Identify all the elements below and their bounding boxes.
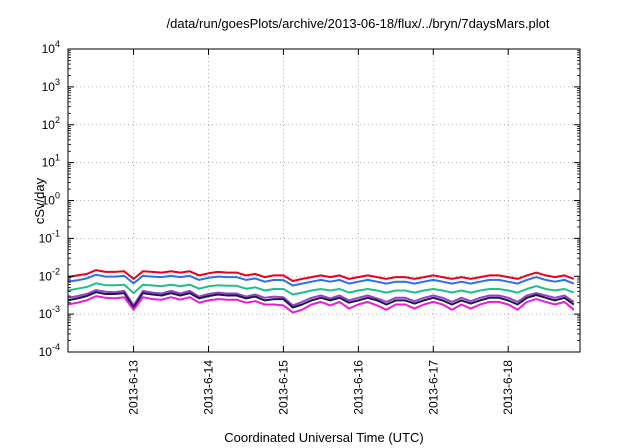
x-axis-label: Coordinated Universal Time (UTC) xyxy=(224,430,423,445)
y-tick-exponent: 0 xyxy=(55,191,60,201)
y-tick-label: 10-3 xyxy=(39,304,60,321)
y-tick-exponent: -2 xyxy=(52,266,60,276)
y-tick-base: 10 xyxy=(39,231,53,245)
series-line xyxy=(67,289,575,307)
series-line xyxy=(67,269,575,282)
series-line xyxy=(67,295,575,314)
x-tick-label: 2013-6-15 xyxy=(276,360,290,415)
y-tick-label: 10-2 xyxy=(39,266,60,283)
y-tick-base: 10 xyxy=(39,345,53,359)
y-axis-label: cSv/day xyxy=(32,177,47,224)
x-tick-label: 2013-6-17 xyxy=(426,360,440,415)
y-tick-exponent: 4 xyxy=(55,39,60,49)
y-tick-label: 102 xyxy=(42,115,60,132)
y-tick-exponent: 3 xyxy=(55,77,60,87)
ticks: 10410310210110010-110-210-310-42013-6-13… xyxy=(39,39,580,415)
y-tick-base: 10 xyxy=(42,118,56,132)
y-tick-exponent: -1 xyxy=(52,228,60,238)
y-tick-exponent: 1 xyxy=(55,153,60,163)
grid xyxy=(68,49,580,352)
y-tick-label: 103 xyxy=(42,77,60,94)
y-tick-base: 10 xyxy=(42,156,56,170)
series-group xyxy=(67,269,575,314)
y-tick-label: 104 xyxy=(42,39,60,56)
series-line xyxy=(67,273,575,287)
y-tick-base: 10 xyxy=(42,42,56,56)
y-tick-base: 10 xyxy=(39,269,53,283)
series-line xyxy=(67,291,575,309)
x-tick-label: 2013-6-13 xyxy=(127,360,141,415)
y-tick-label: 10-4 xyxy=(39,342,60,359)
y-tick-label: 10-1 xyxy=(39,228,60,245)
y-tick-exponent: -4 xyxy=(52,342,60,352)
series-line xyxy=(67,282,575,296)
y-tick-exponent: -3 xyxy=(52,304,60,314)
x-tick-label: 2013-6-18 xyxy=(501,360,515,415)
y-tick-label: 101 xyxy=(42,153,60,170)
y-tick-base: 10 xyxy=(42,194,56,208)
y-tick-exponent: 2 xyxy=(55,115,60,125)
y-tick-label: 100 xyxy=(42,191,60,208)
x-tick-label: 2013-6-16 xyxy=(351,360,365,415)
chart-title: /data/run/goesPlots/archive/2013-06-18/f… xyxy=(167,16,550,31)
y-tick-base: 10 xyxy=(39,307,53,321)
x-tick-label: 2013-6-14 xyxy=(201,360,215,415)
y-tick-base: 10 xyxy=(42,80,56,94)
